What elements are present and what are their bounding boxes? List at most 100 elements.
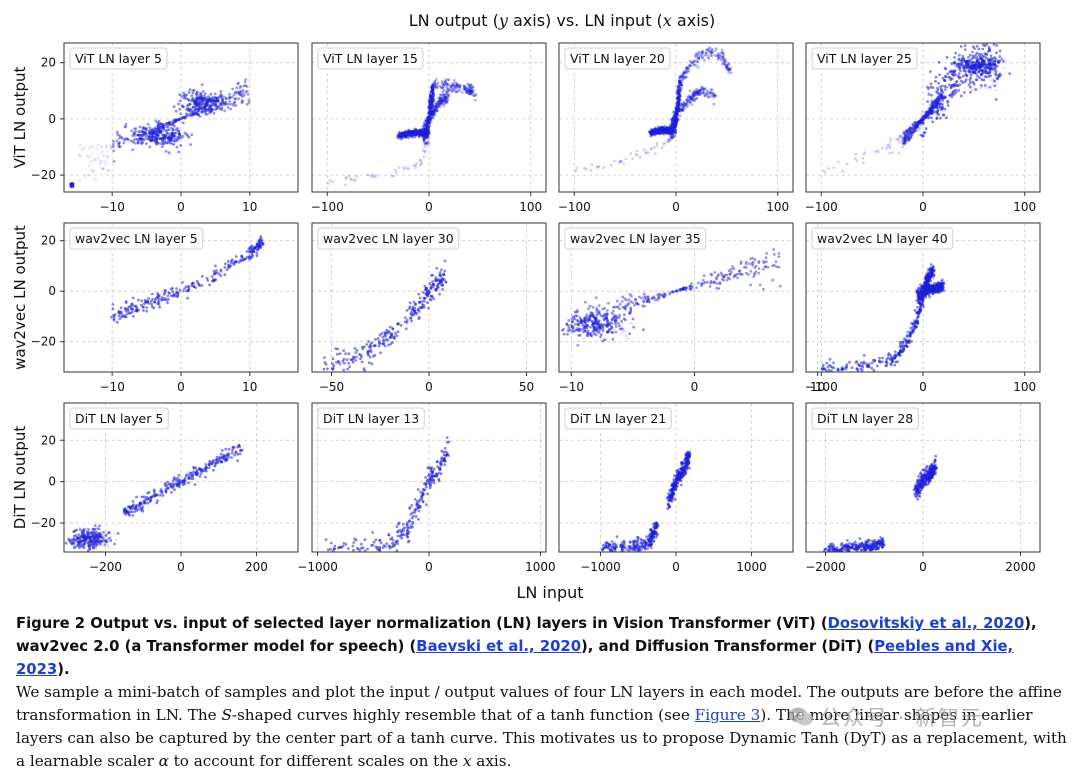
data-point bbox=[166, 122, 169, 125]
data-point bbox=[227, 106, 230, 109]
data-point bbox=[589, 305, 592, 308]
data-point bbox=[453, 79, 456, 82]
data-point bbox=[224, 101, 227, 104]
x-tick-label: 10 bbox=[242, 200, 257, 214]
data-point bbox=[403, 132, 406, 135]
data-point bbox=[158, 294, 161, 297]
data-point bbox=[418, 316, 421, 319]
data-point bbox=[131, 311, 134, 314]
data-point bbox=[973, 71, 976, 74]
data-point bbox=[903, 142, 906, 145]
data-point bbox=[922, 305, 925, 308]
data-point bbox=[848, 361, 851, 364]
x-tick-label: 0 bbox=[672, 200, 680, 214]
data-point bbox=[592, 306, 595, 309]
data-point bbox=[749, 258, 752, 261]
data-point bbox=[631, 157, 634, 160]
data-point bbox=[237, 97, 240, 100]
data-point bbox=[346, 358, 349, 361]
data-point bbox=[851, 366, 854, 369]
data-point bbox=[619, 303, 622, 306]
data-point bbox=[754, 258, 757, 261]
data-point bbox=[686, 102, 689, 105]
data-point bbox=[645, 151, 648, 154]
data-point bbox=[185, 112, 188, 115]
data-point bbox=[567, 319, 570, 322]
data-point bbox=[432, 283, 435, 286]
data-point bbox=[947, 104, 950, 107]
x-axis-label: LN input bbox=[516, 583, 583, 602]
data-point bbox=[154, 133, 157, 136]
data-point bbox=[689, 288, 692, 291]
data-point bbox=[827, 366, 830, 369]
data-point bbox=[995, 81, 998, 84]
data-point bbox=[939, 117, 942, 120]
data-point bbox=[390, 333, 393, 336]
data-point bbox=[177, 103, 180, 106]
data-point bbox=[155, 143, 158, 146]
data-point bbox=[426, 127, 429, 130]
data-point bbox=[183, 116, 186, 119]
data-point bbox=[133, 131, 136, 134]
data-point bbox=[592, 323, 595, 326]
data-point bbox=[964, 73, 967, 76]
data-point bbox=[715, 287, 718, 290]
data-point bbox=[356, 349, 359, 352]
data-point bbox=[861, 366, 864, 369]
data-point bbox=[441, 91, 444, 94]
data-point bbox=[231, 96, 234, 99]
data-point bbox=[711, 51, 714, 54]
data-point bbox=[393, 335, 396, 338]
data-point bbox=[887, 143, 890, 146]
data-point bbox=[125, 300, 128, 303]
data-point bbox=[163, 129, 166, 132]
data-point bbox=[207, 108, 210, 111]
data-point bbox=[228, 100, 231, 103]
data-point bbox=[937, 102, 940, 105]
data-point bbox=[224, 103, 227, 106]
data-point bbox=[151, 136, 154, 139]
data-point bbox=[682, 101, 685, 104]
data-point bbox=[323, 361, 326, 364]
data-point bbox=[721, 49, 724, 52]
data-point bbox=[233, 101, 236, 104]
data-point bbox=[923, 115, 926, 118]
y-tick-label: 0 bbox=[48, 112, 56, 126]
data-point bbox=[443, 273, 446, 276]
data-point bbox=[584, 301, 587, 304]
data-point bbox=[964, 70, 967, 73]
data-point bbox=[943, 97, 946, 100]
data-point bbox=[975, 78, 978, 81]
data-point bbox=[177, 151, 180, 154]
data-point bbox=[1000, 58, 1003, 61]
data-point bbox=[137, 141, 140, 144]
panel-title: wav2vec LN layer 35 bbox=[570, 231, 701, 246]
data-point bbox=[936, 116, 939, 119]
data-point bbox=[745, 261, 748, 264]
data-point bbox=[406, 319, 409, 322]
data-point bbox=[707, 56, 710, 59]
data-point bbox=[620, 320, 623, 323]
data-point bbox=[940, 93, 943, 96]
data-point bbox=[858, 364, 861, 367]
data-point bbox=[837, 369, 840, 372]
data-point bbox=[214, 278, 217, 281]
data-point bbox=[216, 100, 219, 103]
data-point bbox=[155, 136, 158, 139]
data-point bbox=[170, 139, 173, 142]
data-point bbox=[94, 178, 97, 181]
data-point bbox=[696, 53, 699, 56]
data-point bbox=[576, 315, 579, 318]
data-point bbox=[470, 88, 473, 91]
data-point bbox=[614, 322, 617, 325]
data-point bbox=[980, 77, 983, 80]
data-point bbox=[359, 357, 362, 360]
data-point bbox=[223, 273, 226, 276]
data-point bbox=[897, 138, 900, 141]
data-point bbox=[183, 97, 186, 100]
x-tick-label: 0 bbox=[425, 380, 433, 394]
data-point bbox=[386, 339, 389, 342]
data-point bbox=[423, 150, 426, 153]
data-point bbox=[908, 129, 911, 132]
